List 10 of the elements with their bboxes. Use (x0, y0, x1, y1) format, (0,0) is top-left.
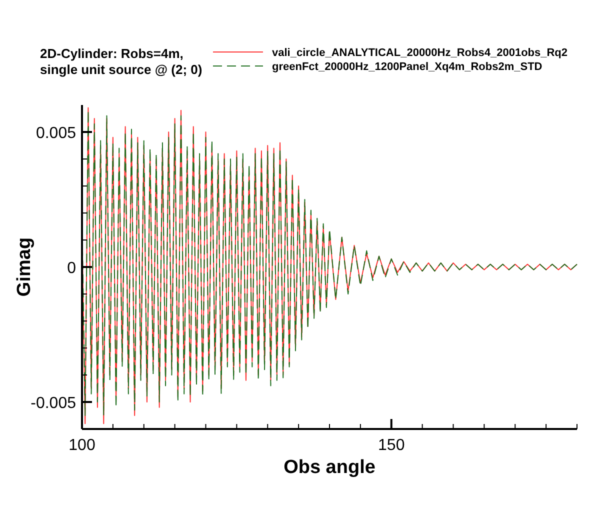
x-tick-label: 100 (68, 437, 96, 454)
chart-title: 2D-Cylinder: Robs=4m, single unit source @ (2; 0) (40, 46, 202, 77)
y-tick-label: 0.005 (36, 125, 76, 142)
y-tick-label: 0 (67, 260, 76, 277)
y-axis-title: Gimag (14, 237, 35, 297)
legend-label: vali_circle_ANALYTICAL_20000Hz_Robs4_2001obs_Rq2 (272, 47, 568, 59)
x-axis-title: Obs angle (284, 457, 376, 478)
legend-label: greenFct_20000Hz_1200Panel_Xq4m_Robs2m_STD (272, 61, 542, 73)
x-tick-label: 150 (378, 437, 405, 454)
y-tick-label: -0.005 (30, 395, 76, 412)
